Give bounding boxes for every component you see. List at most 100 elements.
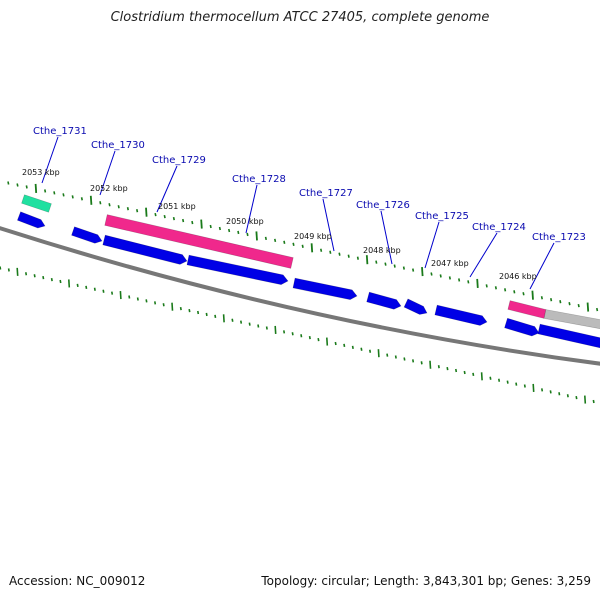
gene-label[interactable]: Cthe_1731	[33, 126, 87, 137]
minor-tick	[504, 288, 507, 292]
minor-tick	[265, 326, 268, 330]
minor-tick	[300, 334, 303, 338]
cds-arrow[interactable]	[292, 277, 358, 300]
minor-tick	[7, 181, 10, 185]
feature-track	[16, 194, 600, 349]
gene-label-line	[41, 136, 59, 184]
gene-label[interactable]: Cthe_1723	[532, 232, 586, 243]
major-tick	[255, 231, 258, 241]
minor-tick	[522, 292, 525, 296]
outer-tick-ring	[7, 181, 599, 312]
minor-tick	[402, 266, 405, 270]
cds-arrow[interactable]	[537, 323, 600, 349]
minor-tick	[386, 353, 389, 357]
minor-tick	[283, 240, 286, 244]
minor-tick	[44, 189, 47, 193]
minor-tick	[446, 366, 449, 371]
minor-tick	[240, 320, 243, 324]
feature-block[interactable]	[21, 194, 52, 213]
minor-tick	[179, 307, 182, 311]
gene-label[interactable]: Cthe_1727	[299, 188, 353, 199]
gene-label[interactable]: Cthe_1724	[472, 222, 526, 233]
scale-label: 2049 kbp	[294, 232, 332, 241]
minor-tick	[369, 349, 372, 353]
minor-tick	[485, 284, 488, 288]
feature-block[interactable]	[543, 309, 600, 331]
minor-tick	[85, 285, 88, 289]
cds-arrow[interactable]	[434, 304, 488, 326]
major-tick	[89, 195, 93, 205]
minor-tick	[347, 254, 350, 258]
gene-label-line	[469, 232, 498, 278]
minor-tick	[76, 283, 79, 288]
major-tick	[274, 325, 277, 334]
minor-tick	[154, 301, 157, 305]
gene-label-line	[156, 165, 178, 213]
minor-tick	[455, 368, 458, 373]
gene-label-lines	[41, 136, 555, 290]
feature-block[interactable]	[104, 214, 294, 269]
major-tick	[365, 255, 369, 265]
inner-tick-ring	[0, 266, 595, 404]
minor-tick	[163, 214, 166, 219]
minor-tick	[566, 394, 569, 398]
minor-tick	[182, 218, 185, 223]
minor-tick	[448, 276, 451, 280]
gene-label-line	[529, 242, 555, 290]
gene-label[interactable]: Cthe_1726	[356, 200, 410, 211]
minor-tick	[111, 291, 114, 295]
minor-tick	[7, 268, 10, 272]
minor-tick	[540, 296, 543, 300]
page-title: Clostridium thermocellum ATCC 27405, com…	[110, 10, 490, 25]
minor-tick	[523, 384, 526, 388]
genome-summary-text: Topology: circular; Length: 3,843,301 bp…	[261, 574, 591, 588]
cds-arrow[interactable]	[186, 254, 289, 285]
major-tick	[326, 337, 329, 346]
cds-arrow[interactable]	[403, 298, 428, 315]
minor-tick	[188, 308, 191, 313]
minor-tick	[412, 268, 415, 272]
scale-label: 2048 kbp	[363, 246, 401, 255]
cds-arrow[interactable]	[504, 317, 540, 337]
minor-tick	[145, 299, 148, 303]
gene-label[interactable]: Cthe_1729	[152, 155, 206, 166]
minor-tick	[205, 312, 208, 317]
gene-label[interactable]: Cthe_1730	[91, 140, 145, 151]
minor-tick	[550, 298, 553, 302]
gene-label[interactable]: Cthe_1728	[232, 174, 286, 185]
minor-tick	[102, 289, 105, 293]
minor-tick	[541, 388, 544, 392]
minor-tick	[437, 365, 440, 369]
minor-tick	[463, 370, 466, 375]
major-tick	[16, 267, 19, 276]
major-tick	[222, 314, 225, 323]
minor-tick	[343, 343, 346, 348]
gene-label[interactable]: Cthe_1725	[415, 211, 469, 222]
minor-tick	[93, 287, 96, 291]
minor-tick	[128, 295, 131, 299]
major-tick	[584, 395, 587, 404]
gene-label-line	[99, 150, 116, 196]
minor-tick	[360, 347, 363, 351]
minor-tick	[506, 380, 509, 384]
minor-tick	[231, 318, 234, 322]
cds-arrow[interactable]	[366, 291, 402, 310]
minor-tick	[291, 332, 294, 336]
scale-label: 2053 kbp	[22, 168, 60, 177]
minor-tick	[577, 303, 580, 308]
scale-labels: 2053 kbp 2052 kbp 2051 kbp 2050 kbp 2049 kbp…	[22, 168, 537, 281]
minor-tick	[136, 209, 139, 213]
minor-tick	[430, 272, 433, 276]
gene-labels: Cthe_1731 Cthe_1730 Cthe_1729 Cthe_1728 Cthe…	[33, 126, 586, 243]
major-tick	[531, 290, 534, 300]
minor-tick	[25, 185, 28, 189]
minor-tick	[53, 191, 56, 195]
minor-tick	[0, 266, 2, 270]
cds-arrow[interactable]	[71, 226, 103, 244]
major-tick	[421, 266, 424, 277]
cds-arrow[interactable]	[102, 234, 188, 265]
feature-block[interactable]	[507, 300, 547, 319]
major-tick	[377, 349, 380, 358]
cds-arrow[interactable]	[16, 211, 46, 229]
